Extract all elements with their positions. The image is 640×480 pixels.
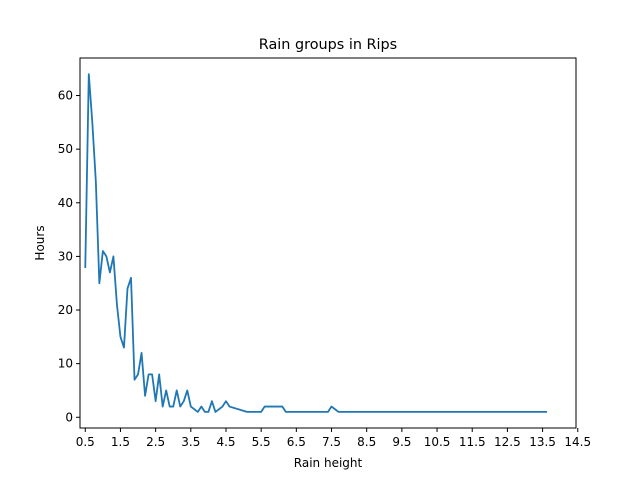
x-tick-label: 11.5 <box>459 435 486 449</box>
x-tick-label: 5.5 <box>252 435 271 449</box>
x-axis-ticks: 0.5 1.5 2.5 3.5 4.5 5.5 6.5 7.5 8.5 9.5 10.5 11.5 12… <box>76 428 591 449</box>
y-tick-label: 40 <box>58 196 73 210</box>
chart-title: Rain groups in Rips <box>259 37 397 53</box>
x-tick-label: 12.5 <box>494 435 521 449</box>
x-tick-label: 4.5 <box>216 435 235 449</box>
y-tick-label: 0 <box>65 410 73 424</box>
plot-area <box>80 58 576 428</box>
x-tick-label: 2.5 <box>146 435 165 449</box>
x-tick-label: 3.5 <box>181 435 200 449</box>
y-tick-label: 20 <box>58 303 73 317</box>
y-tick-label: 50 <box>58 142 73 156</box>
y-tick-label: 30 <box>58 249 73 263</box>
x-tick-label: 9.5 <box>392 435 411 449</box>
y-axis-ticks: 0 10 20 30 40 50 60 <box>58 89 80 424</box>
y-axis-label: Hours <box>33 225 47 260</box>
x-tick-label: 8.5 <box>357 435 376 449</box>
x-tick-label: 0.5 <box>76 435 95 449</box>
axes-frame <box>79 57 577 429</box>
x-tick-label: 6.5 <box>287 435 306 449</box>
x-tick-label: 10.5 <box>424 435 451 449</box>
x-tick-label: 13.5 <box>529 435 556 449</box>
x-tick-label: 7.5 <box>322 435 341 449</box>
x-tick-label: 14.5 <box>564 435 591 449</box>
series-line <box>84 73 547 413</box>
series-layer <box>84 73 547 413</box>
y-tick-label: 10 <box>58 357 73 371</box>
y-tick-label: 60 <box>58 89 73 103</box>
x-tick-label: 1.5 <box>111 435 130 449</box>
x-axis-label: Rain height <box>294 456 363 470</box>
